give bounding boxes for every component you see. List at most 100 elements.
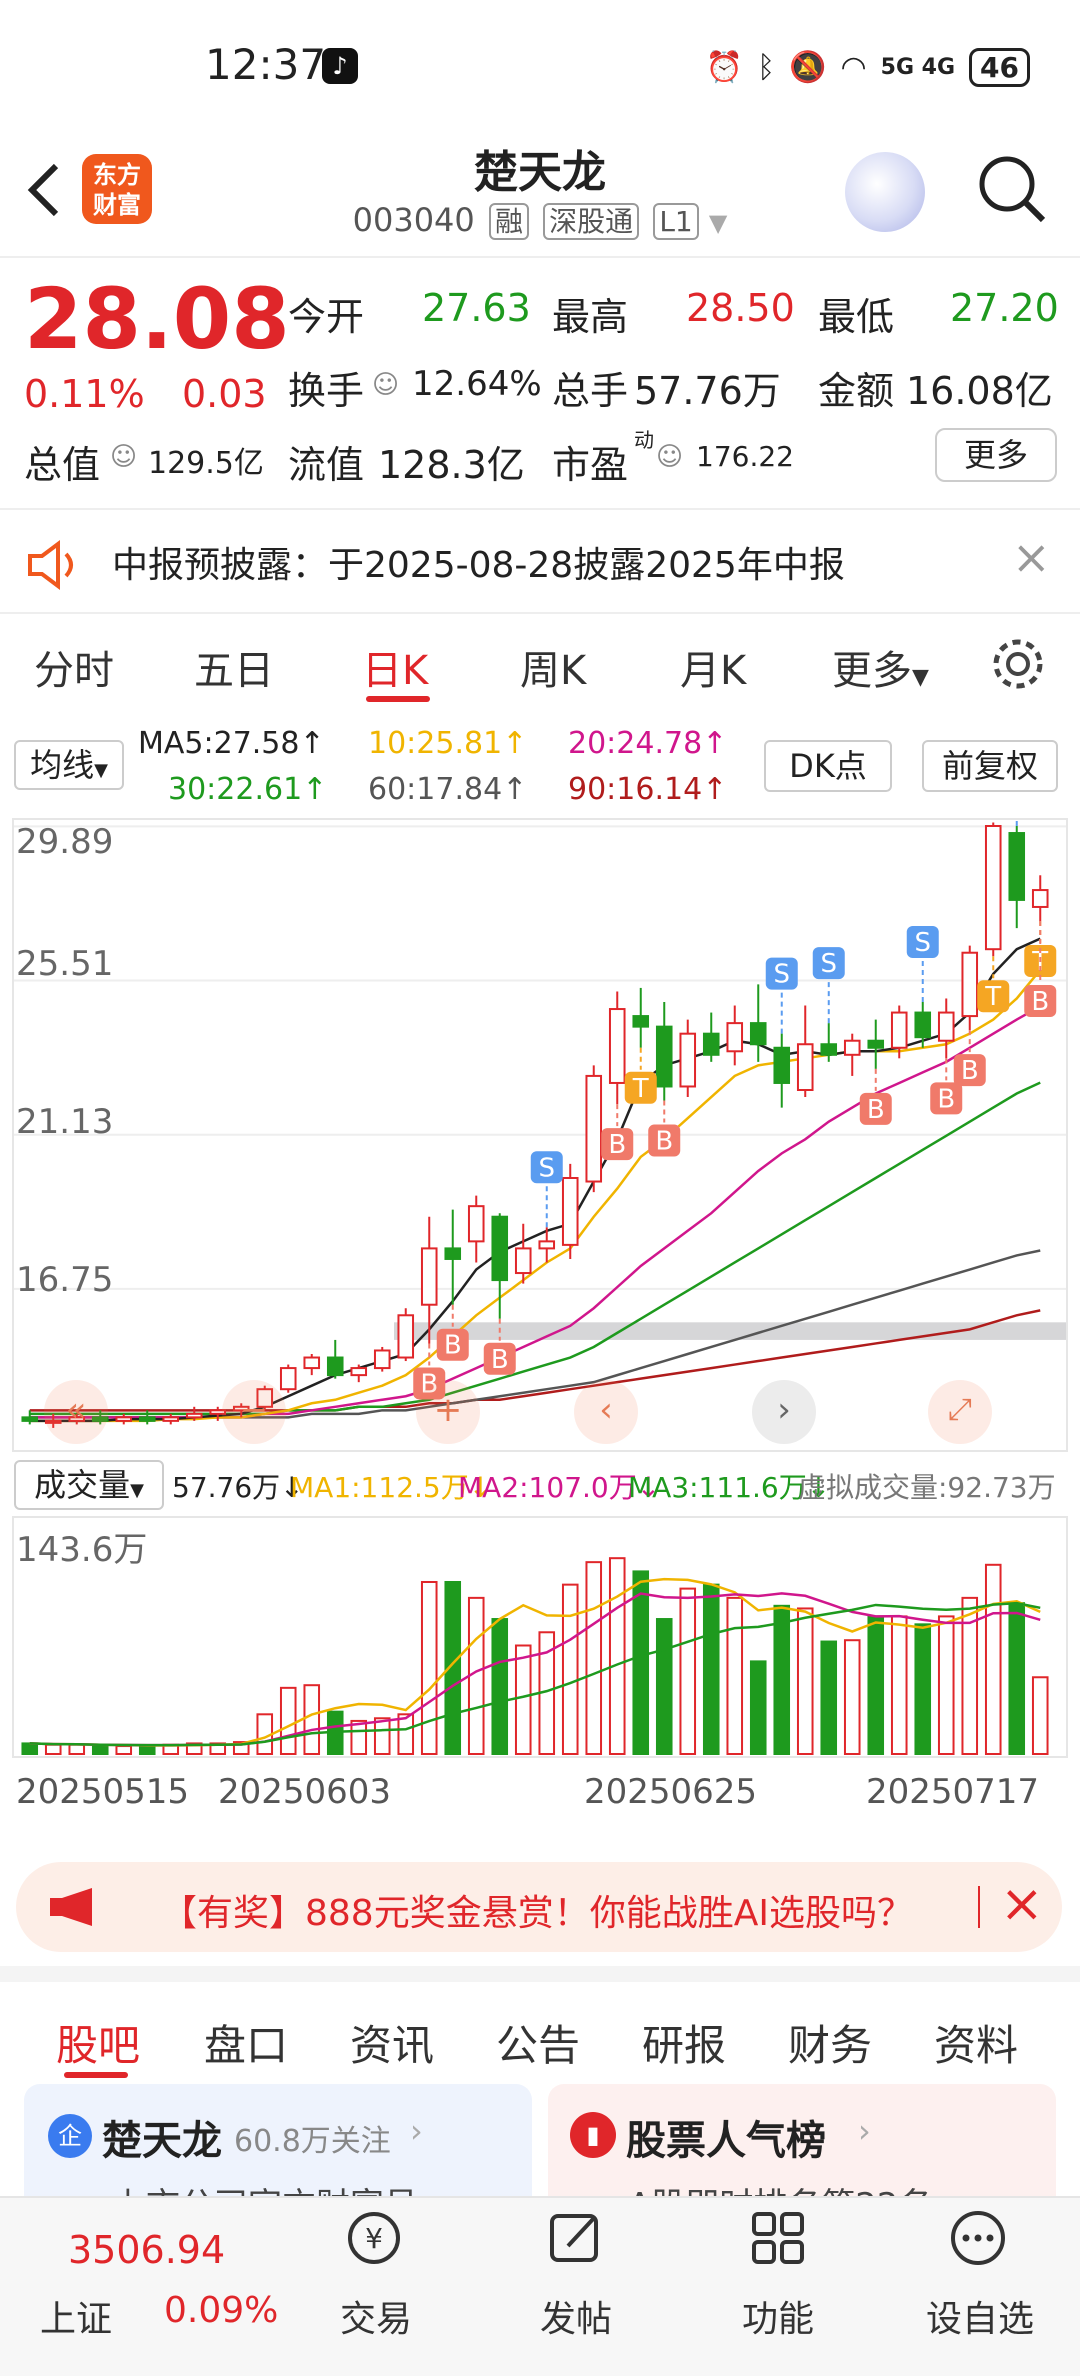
nav-trade[interactable]: 交易 xyxy=(340,2299,413,2340)
volume-bar xyxy=(585,1561,603,1756)
volume-bar xyxy=(937,1615,955,1756)
speaker-icon xyxy=(28,540,73,590)
candle-body xyxy=(655,1025,673,1088)
tab-more-label: 更多 xyxy=(832,648,912,694)
tab-order-book[interactable]: 盘口 xyxy=(204,2021,289,2070)
volume-bar xyxy=(514,1644,532,1755)
volume-chart[interactable] xyxy=(12,1516,1068,1758)
ma-selector[interactable]: 均线▼ xyxy=(14,740,124,790)
candle-body xyxy=(679,1032,697,1088)
marker-label: S xyxy=(773,960,790,990)
volume-indicator-selector[interactable]: 成交量▼ xyxy=(14,1460,164,1510)
volume-bar xyxy=(91,1745,109,1755)
candle-body xyxy=(937,1011,955,1042)
nav-functions[interactable]: 功能 xyxy=(742,2299,815,2340)
close-icon[interactable]: × xyxy=(1000,1874,1044,1934)
marker-badge xyxy=(906,926,939,958)
active-tab-indicator xyxy=(366,696,430,702)
tab-daily-k[interactable]: 日K xyxy=(362,648,429,694)
dk-points-button[interactable]: DK点 xyxy=(764,740,892,792)
info-icon[interactable]: ☺ xyxy=(372,370,400,400)
candle-body xyxy=(1008,832,1026,901)
back-button[interactable] xyxy=(20,160,70,220)
settings-gear-icon[interactable] xyxy=(988,634,1048,694)
index-ticker[interactable]: 3506.94 上证 0.09% xyxy=(0,2198,300,2376)
tab-profile[interactable]: 资料 xyxy=(934,2021,1019,2070)
caret-down-icon: ▼ xyxy=(912,665,929,690)
low-label: 最低 xyxy=(818,295,895,339)
mcap-label: 总值 xyxy=(24,443,101,487)
pe-value: 176.22 xyxy=(696,440,794,473)
tab-intraday[interactable]: 分时 xyxy=(34,648,114,694)
tab-announcements[interactable]: 公告 xyxy=(496,2021,581,2070)
bluetooth-icon: ᛒ xyxy=(757,50,776,85)
low-value: 27.20 xyxy=(950,286,1059,330)
wifi-icon: ◠ xyxy=(840,50,867,85)
candle-body xyxy=(491,1215,509,1282)
notice-bar[interactable]: 中报预披露：于2025-08-28披露2025年中报 × xyxy=(0,508,1080,614)
volume-bar xyxy=(232,1741,250,1755)
close-icon[interactable]: × xyxy=(1012,530,1051,584)
info-icon[interactable]: ☺ xyxy=(656,442,684,472)
tiktok-icon: ♪ xyxy=(322,48,358,84)
volume-bar xyxy=(655,1618,673,1756)
nav-post[interactable]: 发帖 xyxy=(540,2299,613,2340)
marker-badge xyxy=(953,1054,986,1087)
tab-more[interactable]: 更多▼ xyxy=(832,638,929,696)
volume-bar xyxy=(726,1596,744,1755)
volume-bar xyxy=(914,1623,932,1755)
candle-body xyxy=(232,1405,250,1412)
marker-badge xyxy=(413,1367,446,1400)
search-icon xyxy=(979,156,1046,223)
vol-ma3-line xyxy=(29,1601,1041,1747)
vol-ma3: MA3:111.6万↓ xyxy=(628,1471,831,1504)
divider xyxy=(0,256,1080,258)
candle-body xyxy=(726,1022,744,1053)
megaphone-icon xyxy=(50,1888,92,1926)
marker-badge xyxy=(601,1128,634,1161)
status-icons: ⏰ ᛒ 🔕 ◠ 5G 4G 46 xyxy=(706,48,1030,87)
ai-assistant-avatar[interactable] xyxy=(845,152,925,232)
candle-body xyxy=(326,1356,344,1377)
high-label: 最高 xyxy=(552,295,629,339)
tab-weekly-k[interactable]: 周K xyxy=(520,648,587,694)
fullscreen-button[interactable]: ⤢ xyxy=(928,1380,992,1444)
info-icon[interactable]: ☺ xyxy=(110,442,138,472)
marker-label: B xyxy=(655,1127,673,1157)
tab-monthly-k[interactable]: 月K xyxy=(680,648,747,694)
scroll-far-left-button[interactable]: « xyxy=(44,1380,108,1444)
chevron-down-icon[interactable]: ▼ xyxy=(708,209,728,237)
tab-five-day[interactable]: 五日 xyxy=(194,648,274,694)
volume-bar xyxy=(773,1604,791,1756)
candle-body xyxy=(702,1032,720,1056)
volume-bar xyxy=(115,1745,133,1755)
company-account-card[interactable]: 企 楚天龙 60.8万关注 › 上市公司官方财富号 xyxy=(24,2084,532,2226)
zoom-in-button[interactable]: + xyxy=(416,1380,480,1444)
tab-news[interactable]: 资讯 xyxy=(350,2021,435,2070)
kline-chart[interactable]: BBBSBTBSSBSBBTSTB xyxy=(12,750,1068,1452)
marker-label: B xyxy=(420,1369,438,1399)
marker-badge xyxy=(765,957,798,990)
promo-text: 【有奖】888元奖金悬赏！你能战胜AI选股吗？ xyxy=(161,1893,913,1934)
forward-adjust-button[interactable]: 前复权 xyxy=(922,740,1058,792)
y-tick-label: 21.13 xyxy=(16,1102,114,1142)
more-quote-button[interactable]: 更多 xyxy=(935,428,1057,482)
popularity-rank-card[interactable]: ▮ 股票人气榜 › A股即时排名第22名 xyxy=(548,2084,1056,2226)
search-button[interactable] xyxy=(975,152,1049,226)
scroll-left-button[interactable]: ‹ xyxy=(574,1380,638,1444)
marker-label: T xyxy=(984,982,1001,1012)
candle-body xyxy=(279,1367,297,1391)
turnover-value: 12.64% xyxy=(412,364,542,404)
promo-banner[interactable]: 【有奖】888元奖金悬赏！你能战胜AI选股吗？ × xyxy=(16,1862,1062,1952)
tab-research[interactable]: 研报 xyxy=(642,2021,727,2070)
zoom-out-button[interactable]: − xyxy=(222,1380,286,1444)
mute-icon: 🔕 xyxy=(789,50,827,85)
volume-value: 57.76万↓ xyxy=(172,1471,304,1504)
nav-add-watchlist[interactable]: 设自选 xyxy=(926,2299,1035,2340)
candle-body xyxy=(585,1074,603,1183)
scroll-right-button[interactable]: › xyxy=(752,1380,816,1444)
volume-bar xyxy=(350,1719,368,1756)
tab-guba[interactable]: 股吧 xyxy=(56,2021,141,2070)
tab-financials[interactable]: 财务 xyxy=(788,2021,873,2070)
